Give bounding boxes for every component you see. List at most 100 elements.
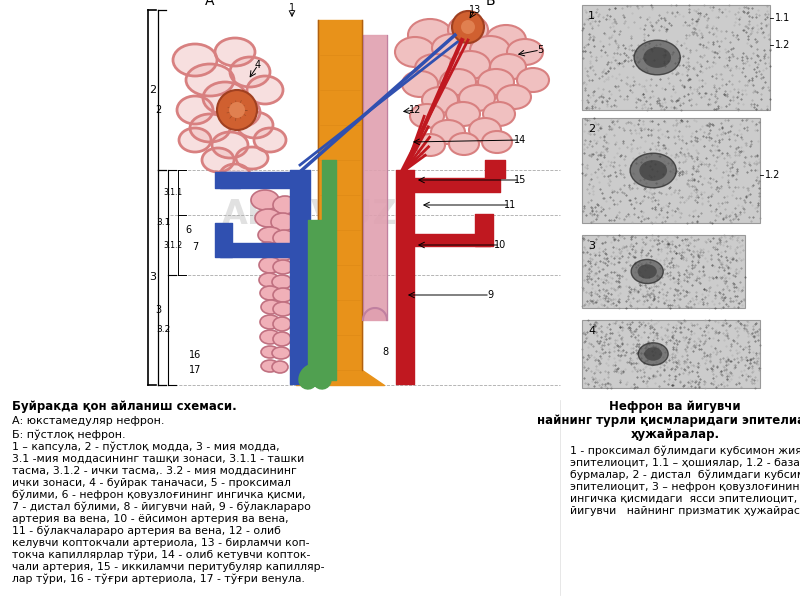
Ellipse shape bbox=[507, 39, 543, 65]
Ellipse shape bbox=[415, 134, 445, 156]
Ellipse shape bbox=[237, 148, 267, 168]
Ellipse shape bbox=[191, 115, 229, 141]
Text: Б: Б bbox=[485, 0, 495, 8]
Ellipse shape bbox=[517, 68, 549, 92]
Ellipse shape bbox=[221, 165, 249, 185]
Ellipse shape bbox=[450, 51, 490, 79]
Text: Нефрон ва йигувчи: Нефрон ва йигувчи bbox=[609, 400, 741, 413]
Ellipse shape bbox=[422, 87, 458, 113]
Text: 3.2: 3.2 bbox=[156, 325, 170, 335]
Text: 3: 3 bbox=[150, 272, 157, 283]
Ellipse shape bbox=[486, 25, 526, 55]
Text: токча капиллярлар тўри, 14 - олиб кетувчи копток-: токча капиллярлар тўри, 14 - олиб кетувч… bbox=[12, 550, 310, 560]
Text: 15: 15 bbox=[514, 175, 526, 185]
Ellipse shape bbox=[410, 104, 444, 128]
Text: 9: 9 bbox=[487, 290, 493, 300]
Text: 4: 4 bbox=[588, 326, 595, 336]
Ellipse shape bbox=[180, 129, 210, 151]
Text: ички зонаси, 4 - буйрак таначаси, 5 - проксимал: ички зонаси, 4 - буйрак таначаси, 5 - пр… bbox=[12, 478, 291, 488]
Text: 3: 3 bbox=[588, 241, 595, 251]
Ellipse shape bbox=[446, 102, 480, 126]
Ellipse shape bbox=[644, 347, 662, 361]
Text: лар тўри, 16 - тўғри артериола, 17 - тўғри венула.: лар тўри, 16 - тўғри артериола, 17 - тўғ… bbox=[12, 574, 305, 584]
Ellipse shape bbox=[260, 315, 280, 329]
Text: 3: 3 bbox=[155, 305, 161, 315]
Ellipse shape bbox=[448, 15, 488, 45]
Text: ARXIV.UZ: ARXIV.UZ bbox=[629, 200, 731, 220]
Ellipse shape bbox=[639, 160, 667, 181]
Ellipse shape bbox=[221, 98, 259, 126]
Text: 3.1 -мия моддасининг ташқи зонаси, 3.1.1 - ташки: 3.1 -мия моддасининг ташқи зонаси, 3.1.1… bbox=[12, 454, 304, 464]
Ellipse shape bbox=[174, 45, 216, 75]
Ellipse shape bbox=[432, 34, 472, 62]
Ellipse shape bbox=[259, 257, 281, 273]
Ellipse shape bbox=[497, 85, 531, 109]
Text: 6: 6 bbox=[185, 225, 191, 235]
Ellipse shape bbox=[251, 190, 279, 210]
Ellipse shape bbox=[271, 245, 293, 261]
Text: 4: 4 bbox=[255, 60, 261, 70]
Ellipse shape bbox=[440, 69, 476, 95]
Text: 2: 2 bbox=[588, 124, 595, 134]
Ellipse shape bbox=[257, 242, 279, 258]
Ellipse shape bbox=[431, 120, 465, 144]
Ellipse shape bbox=[203, 149, 233, 171]
Ellipse shape bbox=[258, 227, 282, 243]
Text: 3.1.1: 3.1.1 bbox=[163, 188, 182, 197]
Bar bbox=[582, 235, 745, 308]
Ellipse shape bbox=[490, 54, 526, 80]
Ellipse shape bbox=[408, 19, 452, 51]
Ellipse shape bbox=[395, 37, 435, 67]
Text: 2: 2 bbox=[150, 85, 157, 95]
Text: 1: 1 bbox=[588, 11, 595, 21]
Circle shape bbox=[461, 20, 475, 34]
Ellipse shape bbox=[248, 77, 282, 103]
Ellipse shape bbox=[231, 58, 269, 86]
Text: Буйракда қон айланиш схемаси.: Буйракда қон айланиш схемаси. bbox=[12, 400, 237, 413]
Ellipse shape bbox=[478, 69, 514, 95]
Text: 11: 11 bbox=[504, 200, 516, 210]
Ellipse shape bbox=[187, 65, 233, 95]
Text: 1.1: 1.1 bbox=[775, 13, 790, 23]
Ellipse shape bbox=[273, 317, 291, 331]
Bar bbox=[582, 118, 760, 223]
Ellipse shape bbox=[470, 36, 510, 64]
Text: бўлими, 6 - нефрон қовузлоғининг ингичка қисми,: бўлими, 6 - нефрон қовузлоғининг ингичка… bbox=[12, 490, 306, 500]
Ellipse shape bbox=[638, 264, 657, 279]
Text: ингичка қисмидаги  ясси эпителиоцит, 4 –: ингичка қисмидаги ясси эпителиоцит, 4 – bbox=[570, 494, 800, 504]
Text: А: А bbox=[206, 0, 214, 8]
Text: келувчи коптокчали артериола, 13 - бирламчи коп-: келувчи коптокчали артериола, 13 - бирла… bbox=[12, 538, 310, 548]
Ellipse shape bbox=[178, 97, 212, 123]
Ellipse shape bbox=[634, 40, 680, 75]
Text: 13: 13 bbox=[469, 5, 481, 15]
Ellipse shape bbox=[273, 302, 293, 316]
Text: 14: 14 bbox=[514, 135, 526, 145]
Text: 11 - бўлакчалараро артерия ва вена, 12 - олиб: 11 - бўлакчалараро артерия ва вена, 12 -… bbox=[12, 526, 281, 536]
Ellipse shape bbox=[469, 118, 501, 142]
Ellipse shape bbox=[273, 332, 291, 346]
Ellipse shape bbox=[273, 260, 293, 274]
Ellipse shape bbox=[449, 133, 479, 155]
Ellipse shape bbox=[238, 113, 272, 137]
Ellipse shape bbox=[271, 213, 295, 231]
Bar bbox=[582, 320, 760, 388]
Text: найнинг турли қисмларидаги эпителиал: найнинг турли қисмларидаги эпителиал bbox=[537, 414, 800, 427]
Text: 5: 5 bbox=[537, 45, 543, 55]
Ellipse shape bbox=[255, 129, 285, 151]
Ellipse shape bbox=[216, 39, 254, 65]
Text: 1 – капсула, 2 - пўстлоқ модда, 3 - мия модда,: 1 – капсула, 2 - пўстлоқ модда, 3 - мия … bbox=[12, 442, 280, 452]
Text: ҳужайралар.: ҳужайралар. bbox=[630, 428, 719, 441]
Text: 16: 16 bbox=[189, 350, 201, 360]
Ellipse shape bbox=[630, 153, 676, 188]
Text: 10: 10 bbox=[494, 240, 506, 250]
Text: 7: 7 bbox=[192, 242, 198, 252]
Ellipse shape bbox=[402, 71, 438, 97]
Ellipse shape bbox=[204, 83, 246, 113]
Ellipse shape bbox=[483, 102, 515, 126]
Ellipse shape bbox=[459, 85, 495, 111]
Ellipse shape bbox=[273, 196, 297, 214]
Ellipse shape bbox=[260, 330, 280, 344]
Text: 12: 12 bbox=[409, 105, 421, 115]
Text: эпителиоцит, 3 – нефрон қовузлоғининг: эпителиоцит, 3 – нефрон қовузлоғининг bbox=[570, 482, 800, 492]
Ellipse shape bbox=[631, 259, 663, 284]
